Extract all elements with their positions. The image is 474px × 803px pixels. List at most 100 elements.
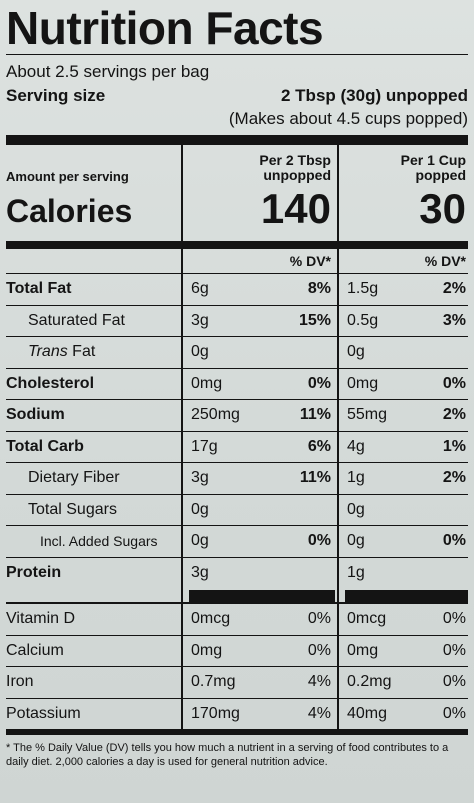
nutrient-name-text: Vitamin D xyxy=(6,610,76,628)
nutrient-name-text: Cholesterol xyxy=(6,374,95,392)
dv-col1: 11% xyxy=(299,406,331,424)
vitamin-row: Vitamin D 0mcg 0% 0mcg 0% xyxy=(6,604,468,635)
nutrient-name-text: Protein xyxy=(6,563,62,581)
nutrient-name-text: Total Fat xyxy=(6,280,72,298)
column-2-header: Per 1 Cup popped xyxy=(401,153,466,183)
amount-col2: 1.5g xyxy=(347,280,379,298)
nutrient-name: Total Carb xyxy=(6,438,183,456)
divider xyxy=(6,602,468,604)
column-2-header-line2: popped xyxy=(415,167,466,183)
dv-col1: 0% xyxy=(307,610,331,628)
nutrient-name: Protein xyxy=(6,564,183,582)
dv-col2: 3% xyxy=(442,311,466,329)
amount-col2: 0.2mg xyxy=(347,673,392,691)
amount-col2: 0mcg xyxy=(347,610,387,628)
amount-col2: 40mg xyxy=(347,704,388,722)
nutrient-name: Cholesterol xyxy=(6,375,183,393)
amount-col2: 0g xyxy=(347,532,365,550)
divider-thick xyxy=(6,241,468,249)
nutrient-name: Incl. Added Sugars xyxy=(6,533,183,549)
dv-col1: 6% xyxy=(307,437,331,455)
serving-size-value: 2 Tbsp (30g) unpopped xyxy=(281,86,468,105)
dv-col2: 2% xyxy=(442,280,466,298)
column-1-header-line1: Per 2 Tbsp xyxy=(259,152,331,168)
calories-label: Calories xyxy=(6,193,133,229)
amount-col2: 1g xyxy=(347,563,365,581)
amount-col2: 0.5g xyxy=(347,311,379,329)
nutrient-row: Total Carb 17g 6% 4g 1% xyxy=(6,430,468,463)
servings-per-container: About 2.5 servings per bag xyxy=(6,62,210,81)
nutrient-row: Sodium 250mg 11% 55mg 2% xyxy=(6,399,468,431)
amount-col1: 0g xyxy=(191,500,209,518)
column-2-calories: 30 xyxy=(419,185,466,232)
nutrient-name-text: Potassium xyxy=(6,704,81,722)
serving-size-row: Serving size 2 Tbsp (30g) unpopped xyxy=(6,85,468,107)
nutrient-name-text: Incl. Added Sugars xyxy=(40,533,158,550)
amount-col1: 3g xyxy=(191,469,209,487)
divider-thick xyxy=(6,729,468,735)
dv-col2: 0% xyxy=(442,673,466,691)
nutrient-row: Dietary Fiber 3g 11% 1g 2% xyxy=(6,462,468,494)
nutrient-name-text: Iron xyxy=(6,673,34,691)
amount-col1: 170mg xyxy=(191,704,240,722)
nutrient-grid: Amount per serving Calories Per 2 Tbsp u… xyxy=(6,145,468,729)
amount-col1: 0mcg xyxy=(191,610,231,628)
column-2-header-line1: Per 1 Cup xyxy=(400,152,466,168)
amount-col1: 0g xyxy=(191,343,209,361)
calories-row: Amount per serving Calories Per 2 Tbsp u… xyxy=(6,145,468,241)
dv-header-row: % DV* % DV* xyxy=(6,249,468,273)
amount-col1: 0mg xyxy=(191,374,223,392)
amount-col1: 6g xyxy=(191,280,209,298)
dv-col2: 2% xyxy=(442,469,466,487)
nutrient-name: Total Fat xyxy=(6,280,183,298)
nutrient-name: Calcium xyxy=(6,642,183,660)
dv-col2: 0% xyxy=(442,641,466,659)
dv-col1: 4% xyxy=(307,673,331,691)
vitamin-row: Calcium 0mg 0% 0mg 0% xyxy=(6,634,468,667)
nutrient-name-text: Calcium xyxy=(6,641,64,659)
amount-col1: 3g xyxy=(191,563,209,581)
nutrient-row: Total Fat 6g 8% 1.5g 2% xyxy=(6,273,468,305)
column-1-header: Per 2 Tbsp unpopped xyxy=(259,153,331,183)
divider xyxy=(6,54,468,55)
amount-col2: 55mg xyxy=(347,406,388,424)
nutrient-name-text: Total Carb xyxy=(6,437,84,455)
amount-col1: 0.7mg xyxy=(191,673,236,691)
nutrient-name-text: Saturated Fat xyxy=(28,311,125,329)
dv-col2: 0% xyxy=(442,610,466,628)
nutrient-row: Total Sugars 0g 0g xyxy=(6,493,468,526)
amount-col1: 250mg xyxy=(191,406,240,424)
vitamin-row: Iron 0.7mg 4% 0.2mg 0% xyxy=(6,666,468,698)
amount-col2: 0g xyxy=(347,343,365,361)
amount-col2: 4g xyxy=(347,437,365,455)
dv-col1: 0% xyxy=(307,532,331,550)
amount-col2: 0g xyxy=(347,500,365,518)
nutrient-row: Cholesterol 0mg 0% 0mg 0% xyxy=(6,367,468,400)
serving-size-label: Serving size xyxy=(6,86,106,105)
nutrient-name-text: Total Sugars xyxy=(28,500,117,518)
dv-col1: 0% xyxy=(307,374,331,392)
divider-thick xyxy=(6,135,468,145)
nutrient-name: Total Sugars xyxy=(6,501,183,519)
amount-col2: 1g xyxy=(347,469,365,487)
nutrient-name: Saturated Fat xyxy=(6,312,183,330)
nutrient-name: Potassium xyxy=(6,705,183,723)
amount-per-serving: Amount per serving xyxy=(6,169,129,184)
nutrient-row: Protein 3g 1g xyxy=(6,556,468,589)
vitamin-separator-bar xyxy=(6,590,468,602)
nutrient-name: Vitamin D xyxy=(6,610,183,628)
dv-col1: 11% xyxy=(299,469,331,487)
column-1-calories: 140 xyxy=(260,185,331,232)
amount-col2: 0mg xyxy=(347,641,379,659)
nutrient-row: Saturated Fat 3g 15% 0.5g 3% xyxy=(6,304,468,337)
dv-col1: 4% xyxy=(307,704,331,722)
amount-col1: 0g xyxy=(191,532,209,550)
column-divider-1 xyxy=(181,145,183,729)
vitamin-row: Potassium 170mg 4% 40mg 0% xyxy=(6,697,468,730)
dv-header-2: % DV* xyxy=(424,253,466,269)
amount-col2: 0mg xyxy=(347,374,379,392)
nutrient-name: Dietary Fiber xyxy=(6,469,183,487)
dv-header-1: % DV* xyxy=(289,253,331,269)
nutrient-row: Incl. Added Sugars 0g 0% 0g 0% xyxy=(6,525,468,557)
